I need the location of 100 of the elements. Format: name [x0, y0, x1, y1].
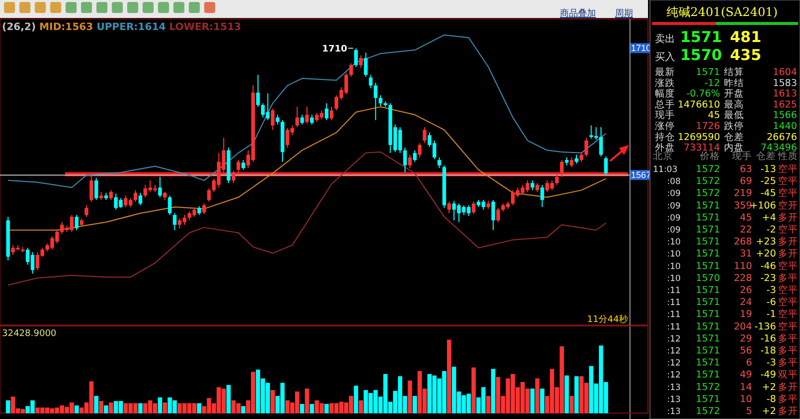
text: :12: [667, 334, 681, 344]
candlestick: [90, 174, 94, 202]
text: 多开: [778, 405, 798, 417]
candlestick: [241, 160, 246, 170]
bar: [569, 396, 574, 414]
text: :09: [667, 226, 681, 236]
text: 仓差: [756, 150, 776, 162]
text: -6: [766, 297, 776, 308]
text: 多开: [778, 380, 798, 393]
bar: [94, 396, 98, 414]
bar: [358, 400, 364, 414]
text: -2: [766, 224, 776, 236]
text: 69: [740, 176, 752, 188]
candlestick: [324, 102, 328, 121]
text: 多开: [778, 248, 798, 260]
candlestick: [412, 150, 417, 162]
candlestick: [310, 114, 314, 126]
text: 空平: [778, 296, 798, 308]
text: 结算: [724, 66, 744, 78]
bar: [408, 380, 412, 414]
bar: [324, 404, 329, 414]
text: 1571: [696, 224, 720, 236]
bar: [104, 405, 108, 414]
text: :12: [667, 370, 681, 381]
candlestick: [305, 106, 309, 124]
candlestick: [580, 152, 584, 162]
bar: [540, 388, 544, 414]
text: 29: [740, 333, 752, 344]
candlestick: [359, 54, 363, 68]
text: 110: [734, 260, 752, 272]
text: 1571: [696, 248, 720, 260]
bar: [304, 388, 310, 414]
text: 1570: [696, 272, 720, 284]
text: 1571: [680, 28, 722, 46]
bar: [99, 401, 104, 414]
bar: [108, 402, 114, 414]
text: 总手: [654, 98, 675, 110]
bar: [354, 386, 358, 414]
candlestick: [540, 184, 544, 208]
text: 1476610: [678, 99, 720, 110]
text: :10: [667, 238, 681, 248]
candlestick: [496, 207, 500, 223]
candlestick: [403, 147, 407, 173]
bar: [162, 402, 168, 414]
candlestick: [270, 108, 275, 130]
candlestick: [207, 188, 211, 202]
text: 空平: [778, 163, 798, 175]
text: 空开: [778, 199, 798, 212]
text: 1604: [772, 67, 797, 78]
text: 现手: [655, 109, 675, 122]
candlestick: [232, 170, 236, 184]
bar: [138, 403, 143, 414]
candlestick: [374, 82, 378, 121]
candlestick: [570, 156, 574, 168]
text: 1571: [696, 394, 720, 405]
line-series: [8, 34, 606, 188]
text: -16: [760, 333, 776, 344]
text: +20: [756, 248, 776, 260]
text: 6: [746, 358, 752, 369]
text: 1566: [772, 110, 797, 122]
bar: [412, 396, 417, 414]
text: 435: [730, 46, 762, 64]
text: 多平: [778, 332, 798, 344]
text: 1571: [696, 200, 720, 212]
bar: [226, 384, 231, 414]
text: :13: [667, 394, 681, 405]
text: 空平: [778, 224, 798, 236]
text: :12: [667, 358, 681, 369]
text: +106: [750, 200, 776, 212]
text: 空平: [778, 187, 798, 200]
text: 北京: [653, 150, 673, 162]
candlestick: [109, 190, 113, 200]
bar: [241, 406, 246, 414]
text: 空平: [778, 284, 798, 296]
candlestick: [555, 174, 559, 186]
bar: [471, 367, 476, 414]
bar: [535, 378, 540, 414]
candlestick: [604, 156, 608, 176]
text: -49: [760, 370, 776, 381]
text: -25: [760, 176, 776, 188]
text: -1: [766, 309, 776, 320]
text: 多平: [778, 272, 798, 284]
text: 1571: [696, 260, 720, 272]
candlestick: [74, 214, 79, 231]
bar: [574, 376, 579, 414]
text: :09: [667, 213, 681, 224]
text: 双平: [778, 370, 798, 381]
text: 空平: [778, 308, 798, 320]
text: :10: [667, 262, 681, 272]
candlestick: [378, 94, 382, 106]
text: 1571: [696, 236, 720, 248]
text: 1572: [696, 406, 720, 417]
text: 空平: [778, 175, 798, 188]
text: 1571: [696, 297, 720, 308]
text: -3: [766, 285, 776, 296]
text: :09: [667, 189, 681, 200]
line-series: [8, 152, 606, 286]
annotation: 1710: [322, 44, 348, 54]
text: 10: [740, 394, 752, 405]
text: :10: [667, 274, 681, 284]
